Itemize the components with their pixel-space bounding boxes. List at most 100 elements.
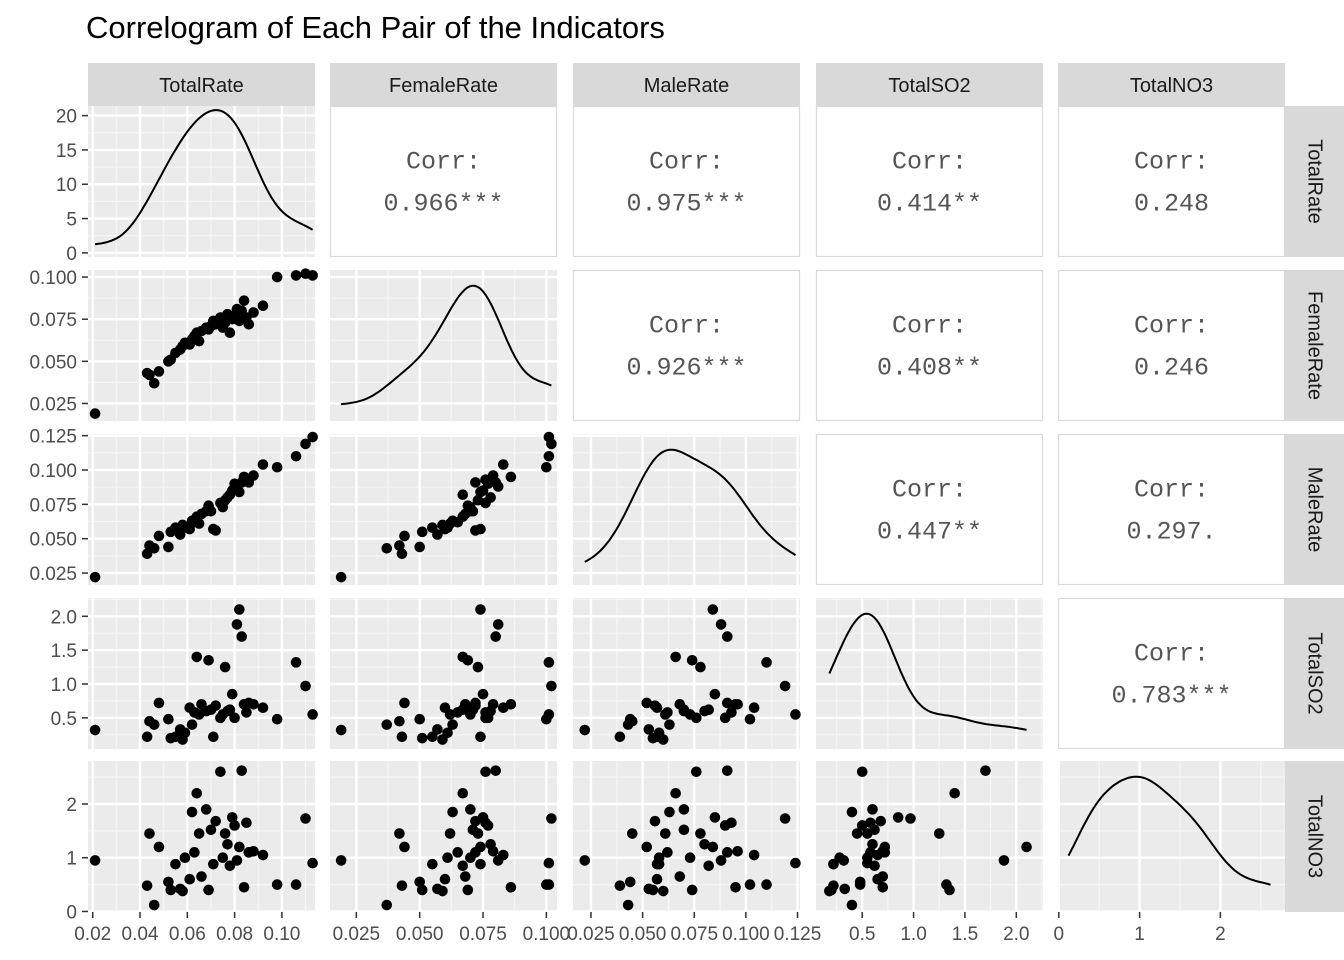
data-point	[472, 494, 484, 506]
correlation-label: Corr:	[892, 476, 967, 505]
correlation-panel-frame	[329, 105, 558, 258]
strip-background	[573, 63, 800, 106]
data-point	[396, 731, 408, 743]
data-point	[543, 879, 555, 890]
x-axis-malerate: 0.025 0.050 0.075 0.100 0.125	[567, 912, 821, 945]
data-point	[543, 657, 555, 668]
correlation-value: 0.447**	[877, 518, 982, 547]
data-point	[475, 731, 486, 743]
correlation-label: Corr:	[892, 312, 967, 341]
correlation-label: Corr:	[1134, 476, 1209, 505]
correlation-panel-frame	[1057, 597, 1286, 750]
data-point	[257, 702, 269, 713]
data-point	[307, 431, 318, 443]
data-point	[427, 731, 438, 743]
data-point	[89, 724, 101, 736]
data-point	[208, 731, 219, 743]
data-point	[271, 271, 283, 283]
data-point	[271, 879, 283, 890]
panel-malerate-malerate	[573, 434, 800, 585]
data-point	[856, 820, 868, 831]
y-tick-label: 0.100	[29, 461, 77, 482]
chart-title: Correlogram of Each Pair of the Indicato…	[86, 10, 665, 45]
data-point	[643, 724, 655, 735]
data-point	[437, 885, 448, 897]
data-point	[416, 732, 428, 744]
column-strip-label: TotalSO2	[888, 75, 970, 97]
data-point	[432, 724, 443, 735]
data-point	[241, 707, 252, 718]
data-point	[998, 855, 1010, 866]
data-point	[300, 438, 311, 450]
data-point	[651, 873, 663, 885]
panel-totalno3-totalno3	[1057, 761, 1285, 913]
y-tick-label: 2.0	[51, 607, 77, 628]
y-axis-totalno3: 0 1 2	[66, 795, 88, 923]
data-point	[726, 817, 737, 829]
correlation-label: Corr:	[1134, 640, 1209, 669]
data-point	[839, 883, 851, 895]
data-point	[856, 766, 868, 778]
panel-totalso2-totalrate	[88, 598, 318, 749]
data-point	[475, 858, 486, 870]
data-point	[271, 713, 283, 725]
data-point	[867, 804, 878, 815]
data-point	[744, 713, 756, 725]
data-point	[394, 715, 405, 727]
data-point	[715, 855, 727, 866]
data-point	[432, 529, 443, 540]
x-tick-label: 0.125	[774, 924, 822, 945]
data-point	[307, 270, 318, 281]
panel-totalso2-malerate	[573, 598, 801, 749]
data-point	[141, 731, 153, 743]
data-point	[579, 724, 591, 736]
data-point	[248, 845, 259, 857]
data-point	[664, 806, 675, 818]
panel-malerate-totalrate	[88, 431, 318, 585]
data-point	[427, 858, 438, 870]
x-tick-label: 0.075	[670, 924, 718, 945]
panel-background	[330, 434, 557, 585]
data-point	[153, 697, 165, 709]
column-strip-malerate: MaleRate	[573, 63, 800, 106]
data-point	[761, 657, 772, 668]
data-point	[447, 806, 458, 818]
x-tick-label: 0.08	[216, 924, 253, 945]
data-point	[846, 806, 858, 818]
density-curve	[1067, 775, 1271, 886]
data-point	[248, 470, 259, 481]
data-point	[678, 824, 690, 836]
data-point	[163, 876, 174, 888]
x-tick-label: 0	[1054, 924, 1065, 945]
data-point	[416, 526, 428, 538]
x-axis-totalno3: 0 1 2	[1054, 912, 1226, 945]
data-point	[980, 765, 991, 776]
data-point	[300, 680, 311, 692]
data-point	[394, 540, 405, 551]
x-tick-label: 0.100	[722, 924, 770, 945]
correlation-value: 0.408**	[877, 354, 982, 383]
data-point	[205, 505, 217, 517]
panel-femalerate-malerate: Corr: 0.926***	[572, 269, 801, 422]
data-point	[457, 704, 469, 716]
data-point	[684, 852, 696, 864]
data-point	[184, 873, 195, 885]
data-point	[824, 885, 835, 897]
data-point	[381, 543, 393, 554]
data-point	[748, 702, 760, 713]
data-point	[231, 619, 243, 630]
data-point	[89, 571, 101, 583]
density-curve	[94, 109, 314, 246]
data-point	[444, 828, 456, 839]
data-point	[399, 530, 410, 542]
correlation-value: 0.926***	[626, 354, 746, 383]
data-point	[226, 688, 238, 700]
data-point	[148, 377, 160, 389]
data-point	[487, 845, 499, 857]
data-point	[163, 541, 174, 553]
data-point	[215, 766, 226, 778]
row-strip-totalso2: TotalSO2	[1285, 598, 1344, 749]
panel-totalso2-totalno3: Corr: 0.783***	[1057, 597, 1286, 750]
data-point	[452, 847, 463, 858]
correlation-panel-frame	[572, 105, 801, 258]
